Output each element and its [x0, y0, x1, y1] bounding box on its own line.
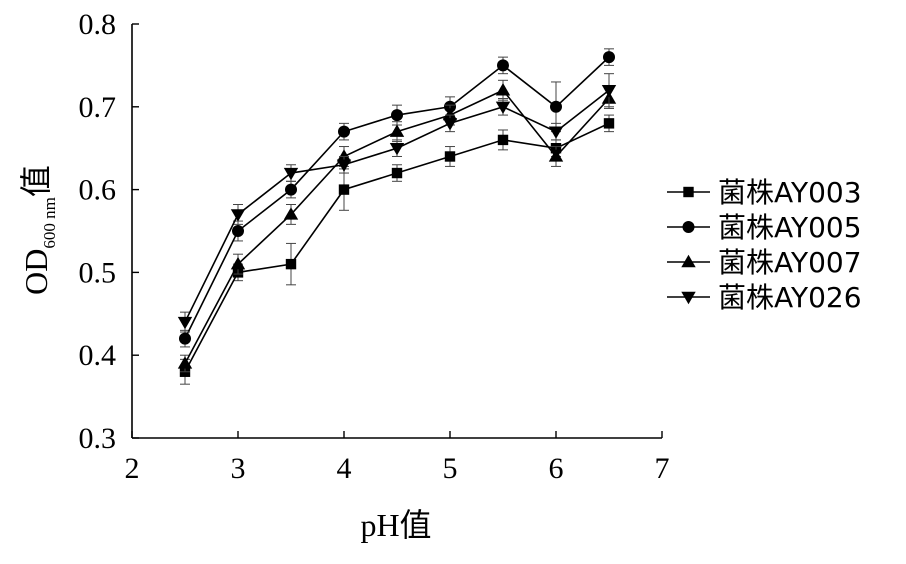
legend-marker — [681, 254, 696, 268]
legend-item: 菌株AY026 — [667, 281, 862, 314]
legend-item: 菌株AY005 — [667, 211, 862, 244]
x-tick-label: 2 — [125, 452, 140, 485]
legend-label: 菌株AY005 — [718, 211, 862, 244]
data-point — [601, 85, 617, 98]
y-tick-label: 0.3 — [79, 422, 117, 455]
data-point — [338, 125, 350, 138]
series-3 — [177, 73, 617, 333]
series-line — [184, 122, 610, 373]
series-2 — [177, 79, 617, 373]
data-point — [442, 107, 458, 121]
data-point — [177, 316, 193, 330]
data-point — [603, 51, 615, 64]
legend-item: 菌株AY007 — [667, 246, 862, 279]
data-point — [230, 256, 246, 270]
axes — [131, 24, 662, 439]
y-tick-label: 0.7 — [79, 91, 117, 124]
data-point — [285, 183, 297, 196]
series-line — [184, 56, 610, 339]
data-point — [391, 167, 403, 179]
y-tick-label: 0.6 — [79, 174, 117, 207]
y-axis-title-suffix: 值 — [18, 165, 54, 197]
legend-label: 菌株AY003 — [718, 176, 862, 209]
data-point — [442, 118, 458, 131]
y-tick-label: 0.8 — [79, 8, 117, 41]
data-point — [497, 59, 509, 72]
data-point — [389, 124, 405, 137]
data-point — [391, 109, 403, 122]
x-tick-label: 6 — [549, 452, 564, 485]
data-point — [285, 258, 297, 270]
x-tick-label: 5 — [443, 452, 458, 485]
data-point — [283, 167, 299, 181]
data-point — [389, 143, 405, 156]
data-point — [444, 151, 456, 162]
data-point — [548, 149, 564, 162]
data-point — [232, 225, 244, 237]
y-tick-label: 0.4 — [79, 339, 117, 372]
data-point — [550, 100, 562, 113]
x-axis-title: pH值 — [360, 507, 431, 543]
data-point — [336, 159, 352, 172]
plot-area — [177, 48, 617, 385]
legend-marker — [683, 186, 694, 198]
y-axis-title-main: OD — [18, 249, 54, 295]
legend-label: 菌株AY007 — [718, 246, 862, 279]
legend-label: 菌株AY026 — [718, 281, 862, 314]
legend-marker — [682, 221, 695, 233]
data-point — [497, 134, 509, 146]
y-tick-label: 0.5 — [79, 256, 117, 289]
data-point — [283, 207, 299, 220]
data-point — [495, 83, 511, 96]
data-point — [495, 101, 511, 114]
data-point — [548, 126, 564, 139]
data-point — [336, 149, 352, 162]
series-1 — [179, 48, 615, 348]
x-tick-label: 3 — [231, 452, 246, 485]
data-point — [177, 356, 193, 369]
x-tick-label: 7 — [655, 452, 670, 485]
y-axis-title-subscript: 600 nm — [40, 197, 59, 248]
data-point — [179, 332, 191, 345]
y-axis-title: OD600 nm值 — [18, 165, 59, 295]
data-point — [230, 209, 246, 222]
x-tick-label: 4 — [337, 452, 352, 485]
legend-marker — [681, 291, 696, 305]
data-point — [338, 184, 350, 195]
ticks: 2 3 4 5 6 7 0.3 0.4 0.5 0.6 0.7 0.8 — [79, 8, 670, 485]
legend-item: 菌株AY003 — [667, 176, 862, 209]
data-point — [603, 118, 615, 129]
